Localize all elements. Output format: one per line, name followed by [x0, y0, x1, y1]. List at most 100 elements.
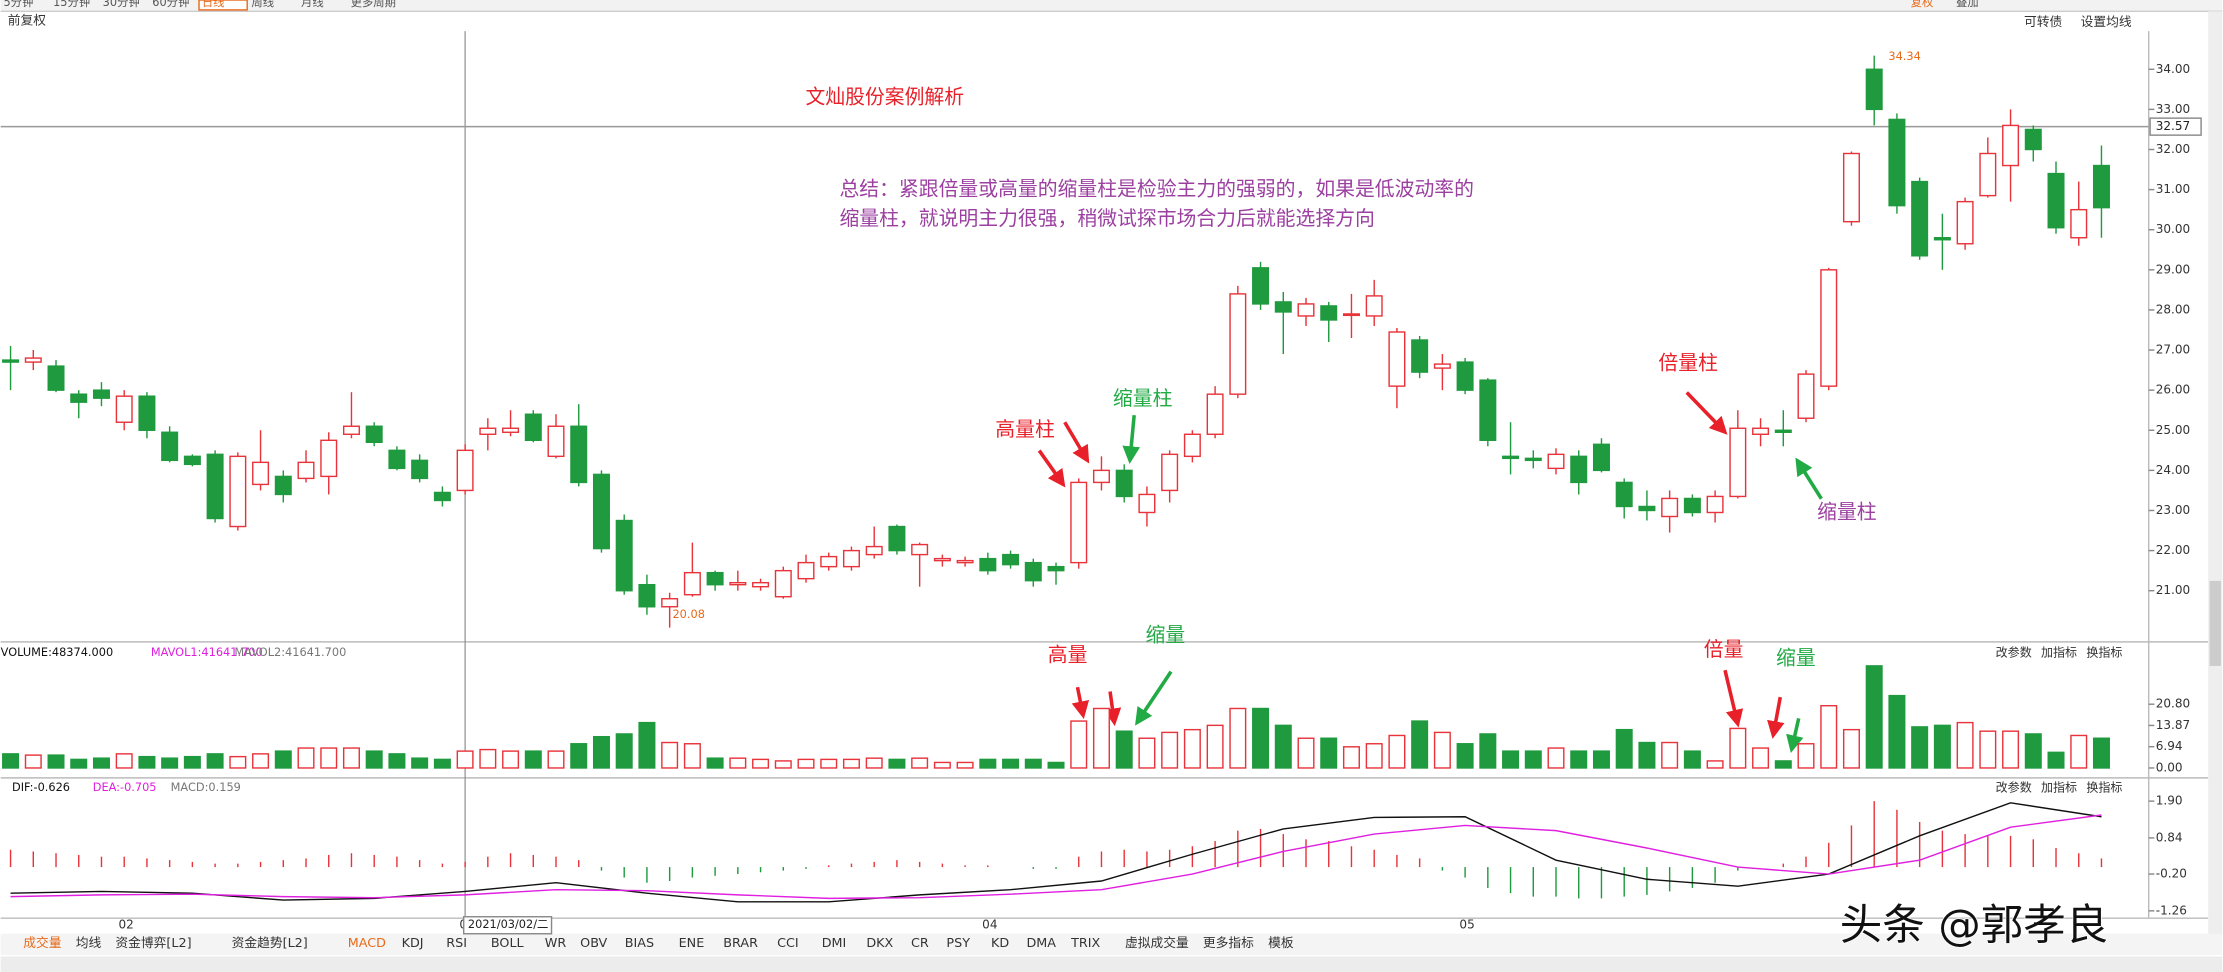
indicator-tab[interactable]: RSI — [446, 936, 467, 951]
y-tick-label: 22.00 — [2156, 543, 2190, 557]
volume-bar — [479, 748, 497, 769]
candle-body — [706, 571, 724, 586]
panel-button[interactable]: 加指标 — [2041, 779, 2077, 794]
annotation: 缩量柱 — [1817, 500, 1877, 523]
volume-bar — [1342, 746, 1360, 769]
candle-body — [797, 561, 815, 580]
indicator-tab[interactable]: ENE — [679, 936, 705, 951]
candle-body — [2070, 208, 2088, 239]
period-tab[interactable]: 15分钟 — [53, 0, 90, 9]
volume-bar — [411, 757, 429, 769]
indicator-tab[interactable]: 更多指标 — [1203, 936, 1254, 951]
period-tab[interactable]: 周线 — [251, 0, 274, 9]
volume-bar — [1979, 730, 1997, 769]
indicator-tab[interactable]: CR — [911, 936, 929, 951]
candle-body — [24, 357, 42, 363]
volume-bar — [1411, 720, 1429, 769]
candle-body — [1774, 429, 1792, 433]
volume-bar — [365, 750, 383, 769]
panel-button[interactable]: 换指标 — [2086, 645, 2122, 660]
volume-bar — [2002, 730, 2020, 769]
arrow — [1037, 449, 1066, 488]
volume-bar — [1456, 743, 1474, 769]
panel-button[interactable]: 加指标 — [2041, 645, 2077, 660]
indicator-tab[interactable]: DMA — [1026, 936, 1056, 951]
period-tab[interactable]: 更多周期 — [351, 0, 396, 9]
candle-body — [1842, 152, 1860, 223]
indicator-tab[interactable]: 资金趋势[L2] — [232, 935, 308, 951]
arrows — [1037, 391, 1823, 753]
candle-body — [229, 455, 247, 528]
candle-body — [1388, 331, 1406, 387]
panel-button[interactable]: 改参数 — [1996, 779, 2032, 794]
arrow — [1767, 696, 1785, 739]
volume-bar — [1706, 760, 1724, 769]
indicator-tab[interactable]: DMI — [822, 936, 847, 951]
candle-body — [524, 413, 542, 442]
candle-body — [138, 395, 156, 431]
indicator-value: MAVOL1:41641.700 — [151, 645, 263, 659]
indicator-tab[interactable]: CCI — [777, 936, 799, 951]
candle-body — [956, 559, 974, 564]
volume-bar — [706, 757, 724, 769]
candle-body — [388, 449, 406, 470]
scroll-thumb[interactable] — [2209, 580, 2221, 666]
volume-bar — [138, 755, 156, 769]
candle-body — [1615, 481, 1633, 508]
scrollbar[interactable] — [2208, 11, 2223, 936]
indicator-tab[interactable]: 成交量 — [23, 935, 61, 951]
indicator-tab[interactable]: KDJ — [402, 936, 424, 951]
indicator-tab[interactable]: 均线 — [76, 936, 102, 951]
y-tick-label: 27.00 — [2156, 343, 2190, 357]
volume-bar — [933, 761, 951, 769]
link[interactable]: 设置均线 — [2081, 15, 2132, 30]
period-tab[interactable]: 5分钟 — [3, 0, 33, 9]
volume-bar — [729, 757, 747, 769]
candle-body — [638, 583, 656, 608]
indicator-tab[interactable]: BOLL — [491, 936, 525, 951]
candle-body — [729, 581, 747, 586]
volume-bar — [24, 754, 42, 769]
candle-body — [1752, 427, 1770, 435]
price-box — [2149, 117, 2202, 136]
candle-body — [592, 473, 610, 550]
indicator-tab[interactable]: BRAR — [723, 936, 758, 951]
period-tab[interactable]: 月线 — [301, 0, 324, 9]
volume-bar — [1774, 760, 1792, 769]
candle-body — [547, 425, 565, 458]
indicator-tab[interactable]: OBV — [580, 936, 607, 951]
link[interactable]: 可转债 — [2024, 15, 2062, 30]
indicator-tab[interactable]: KD — [991, 936, 1009, 951]
indicator-tab[interactable]: WR — [545, 936, 567, 951]
candle-body — [842, 549, 860, 568]
indicator-tab[interactable]: TRIX — [1070, 936, 1100, 951]
panel-button[interactable]: 换指标 — [2086, 779, 2122, 794]
volume-bar — [1683, 750, 1701, 769]
volume-bar — [888, 758, 906, 769]
period-tab[interactable]: 日线 — [202, 0, 225, 9]
y-tick-label: 1.90 — [2156, 794, 2183, 808]
indicator-tab[interactable]: BIAS — [625, 936, 654, 951]
indicator-tab[interactable]: 资金博弈[L2] — [115, 935, 191, 951]
indicator-tab[interactable]: PSY — [946, 936, 970, 951]
indicator-value: MAVOL2:41641.700 — [234, 645, 346, 659]
candle-body — [1138, 493, 1156, 514]
low-label: 20.08 — [672, 607, 704, 621]
volume-bar — [797, 758, 815, 769]
volume-bar — [115, 753, 133, 769]
y-tick-label: 29.00 — [2156, 262, 2190, 276]
candle-body — [1229, 293, 1247, 395]
indicator-tab[interactable]: MACD — [348, 936, 386, 951]
candle-body — [297, 461, 315, 480]
volume-bar — [1206, 724, 1224, 769]
candle-body — [1797, 373, 1815, 419]
indicator-tab[interactable]: 虚拟成交量 — [1125, 935, 1189, 951]
volume-bar — [683, 743, 701, 769]
indicator-tab[interactable]: DKX — [866, 936, 893, 951]
volume-bar — [183, 755, 201, 769]
indicator-tab[interactable]: 模板 — [1268, 936, 1294, 951]
panel-button[interactable]: 改参数 — [1996, 645, 2032, 660]
period-tab[interactable]: 60分钟 — [152, 0, 189, 9]
period-tab[interactable]: 30分钟 — [103, 0, 140, 9]
y-tick-label: 31.00 — [2156, 182, 2190, 196]
